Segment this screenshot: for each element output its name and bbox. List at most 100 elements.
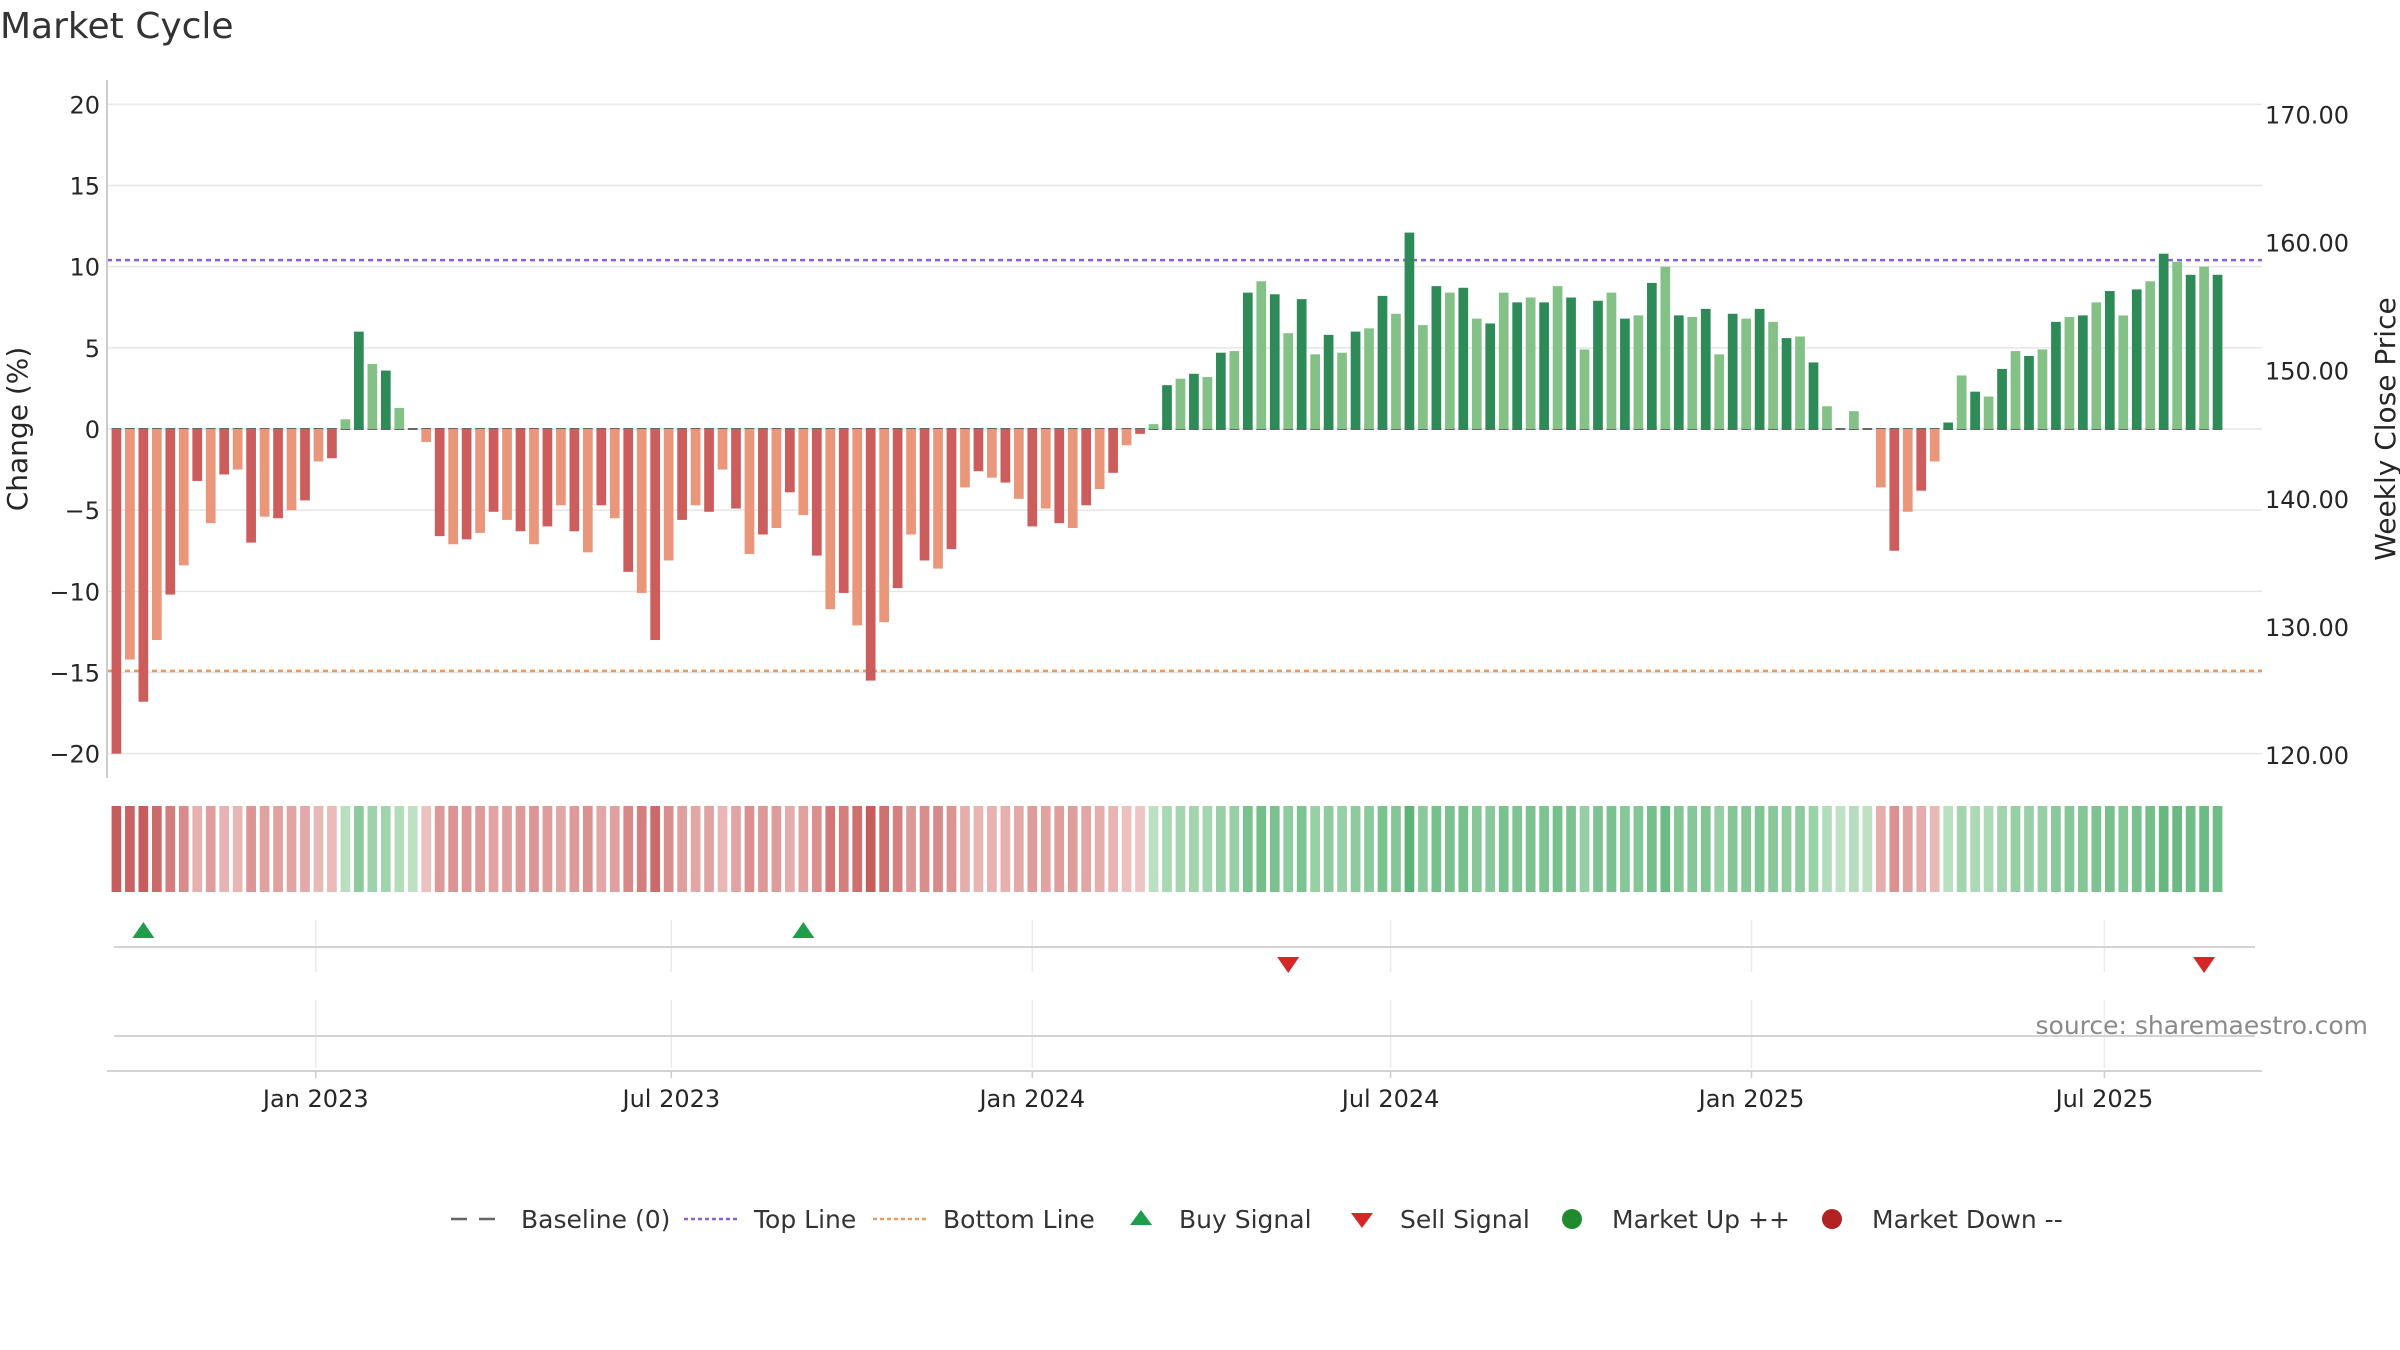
change-bar xyxy=(1943,422,1954,429)
change-bar xyxy=(1849,411,1859,429)
change-bar xyxy=(1875,429,1886,488)
change-bar xyxy=(596,429,607,506)
change-bar xyxy=(1956,375,1967,429)
strip-cell xyxy=(380,806,391,892)
strip-cell xyxy=(1162,806,1172,892)
strip-cell xyxy=(1054,806,1065,892)
strip-cell xyxy=(2118,806,2129,892)
change-bar xyxy=(1310,354,1320,429)
strip-cell xyxy=(1000,806,1011,892)
legend-swatch xyxy=(1822,1209,1842,1229)
change-bar xyxy=(529,429,539,545)
source-credit: source: sharemaestro.com xyxy=(2036,1011,2369,1040)
strip-cell xyxy=(407,806,418,892)
y2-tick-label: 160.00 xyxy=(2265,230,2349,258)
change-bar xyxy=(865,429,876,681)
strip-cell xyxy=(1606,806,1617,892)
change-bar xyxy=(1283,333,1294,429)
change-bar xyxy=(1714,354,1725,429)
strip-cell xyxy=(1094,806,1105,892)
strip-cell xyxy=(2010,806,2021,892)
change-bar xyxy=(892,429,903,589)
strip-cell xyxy=(582,806,593,892)
change-bar xyxy=(192,429,203,481)
strip-cell xyxy=(811,806,822,892)
change-bar xyxy=(1323,334,1334,429)
change-bar xyxy=(852,429,863,626)
change-bar xyxy=(1916,429,1927,491)
change-bar xyxy=(1579,349,1590,429)
strip-cell xyxy=(354,806,364,892)
change-bar xyxy=(138,429,149,702)
change-bar xyxy=(1525,297,1536,429)
change-bar xyxy=(569,429,580,532)
strip-cell xyxy=(1970,806,1980,892)
change-bar xyxy=(1000,429,1011,483)
strip-cell xyxy=(2172,806,2182,892)
strip-cell xyxy=(327,806,337,892)
change-bar xyxy=(1269,294,1280,429)
legend-label: Bottom Line xyxy=(943,1205,1095,1234)
strip-cell xyxy=(960,806,970,892)
change-bar xyxy=(1754,308,1765,429)
strip-cell xyxy=(1714,806,1725,892)
change-bar xyxy=(650,429,661,641)
strip-cell xyxy=(865,806,876,892)
strip-cell xyxy=(1862,806,1873,892)
change-bar xyxy=(1202,377,1213,429)
signal-panel xyxy=(107,920,2262,1072)
change-bar xyxy=(2064,316,2075,429)
strip-cell xyxy=(1647,806,1657,892)
strip-cell xyxy=(771,806,782,892)
strip-cell xyxy=(367,806,378,892)
change-bar xyxy=(2131,289,2142,429)
strip-cell xyxy=(232,806,243,892)
y2-tick-label: 140.00 xyxy=(2265,486,2349,514)
change-bar xyxy=(825,429,836,610)
change-bar xyxy=(1377,295,1388,429)
change-bar xyxy=(111,429,122,754)
change-bar xyxy=(2158,253,2169,429)
change-bar xyxy=(1081,429,1092,506)
strip-cell xyxy=(1040,806,1051,892)
change-bar xyxy=(394,407,405,429)
strip-cell xyxy=(1552,806,1563,892)
change-bar xyxy=(1498,292,1509,429)
y2-axis-title: Weekly Close Price xyxy=(2369,297,2400,560)
strip-cell xyxy=(1148,806,1159,892)
strip-cell xyxy=(1350,806,1361,892)
change-bar xyxy=(1687,316,1698,429)
y-tick-label: 0 xyxy=(85,416,100,444)
legend-item: Market Down -- xyxy=(1822,1205,2063,1234)
strip-cell xyxy=(1377,806,1388,892)
cycle-strip xyxy=(111,806,2223,892)
strip-cell xyxy=(1633,806,1644,892)
change-bar xyxy=(811,429,822,556)
strip-cell xyxy=(1391,806,1401,892)
change-bar xyxy=(1673,315,1684,429)
strip-cell xyxy=(1431,806,1442,892)
change-bar xyxy=(1404,232,1415,429)
strip-cell xyxy=(1027,806,1038,892)
change-bar xyxy=(2145,281,2156,429)
strip-cell xyxy=(515,806,526,892)
strip-cell xyxy=(1781,806,1792,892)
strip-cell xyxy=(502,806,512,892)
strip-cell xyxy=(892,806,903,892)
change-bar xyxy=(623,429,634,572)
change-bar xyxy=(1121,429,1132,446)
strip-cell xyxy=(273,806,283,892)
strip-cell xyxy=(609,806,620,892)
strip-cell xyxy=(461,806,472,892)
change-bar xyxy=(1647,282,1657,429)
chart-title: Market Cycle xyxy=(0,6,234,47)
sell-signal-marker xyxy=(2193,957,2216,973)
change-bar xyxy=(946,429,957,550)
change-bar xyxy=(515,429,526,532)
strip-cell xyxy=(744,806,755,892)
legend-label: Buy Signal xyxy=(1179,1205,1312,1234)
x-tick-labels: Jan 2023 Jul 2023 Jan 2024 Jul 2024 Jan 2025… xyxy=(261,1071,2153,1113)
strip-cell xyxy=(946,806,957,892)
strip-cell xyxy=(556,806,566,892)
